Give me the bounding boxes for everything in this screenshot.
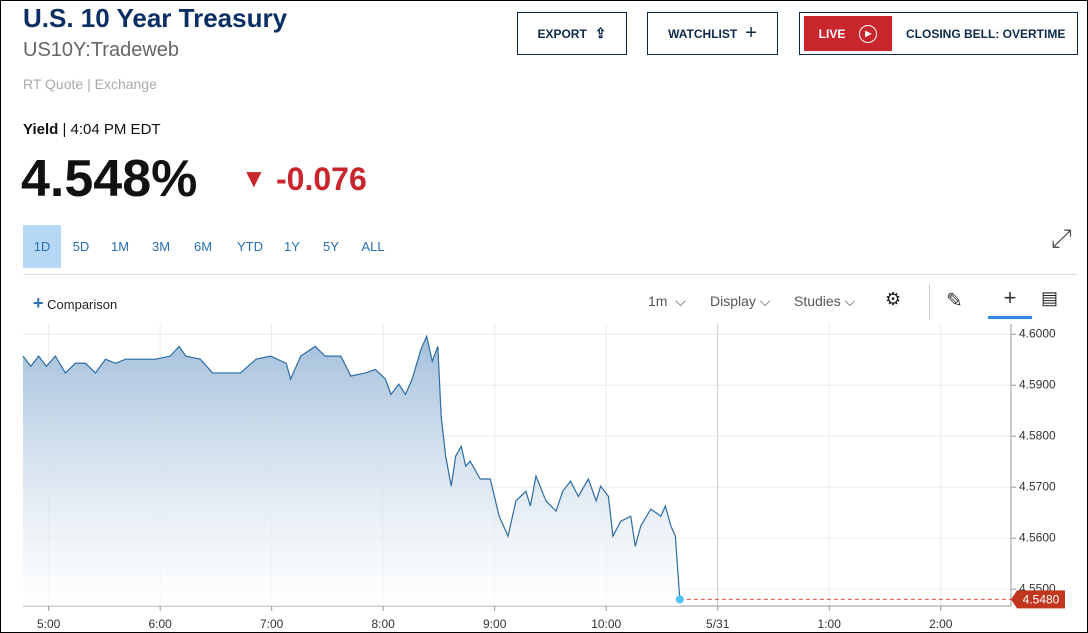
price-tag bbox=[1011, 590, 1065, 609]
watchlist-button[interactable]: WATCHLIST + bbox=[647, 12, 778, 55]
settings-button[interactable]: ⚙ bbox=[885, 289, 902, 309]
period-tab[interactable]: 1Y bbox=[284, 239, 300, 254]
period-tab[interactable]: 1M bbox=[110, 239, 130, 254]
period-tab[interactable]: YTD bbox=[237, 239, 263, 254]
period-tab[interactable]: 5D bbox=[72, 239, 90, 254]
toolbar-separator bbox=[929, 284, 930, 320]
display-button[interactable]: Display ⌵ bbox=[710, 293, 771, 309]
draw-button[interactable]: ✎ bbox=[946, 290, 963, 312]
last-point bbox=[675, 595, 684, 604]
comment-button[interactable]: ▤ bbox=[1041, 288, 1059, 308]
studies-label: Studies bbox=[794, 293, 841, 309]
x-tick-label: 5:00 bbox=[37, 617, 61, 631]
period-tab[interactable]: 3M bbox=[151, 239, 171, 254]
crosshair-button[interactable]: + bbox=[988, 285, 1032, 319]
x-tick-label: 7:00 bbox=[260, 617, 284, 631]
live-button[interactable]: LIVE ▶ CLOSING BELL: OVERTIME bbox=[799, 12, 1078, 55]
display-label: Display bbox=[710, 293, 756, 309]
source: RT Quote | Exchange bbox=[23, 76, 157, 92]
x-tick-label: 8:00 bbox=[372, 617, 396, 631]
x-tick-label: 1:00 bbox=[818, 617, 842, 631]
change-arrow: ▼ bbox=[241, 163, 267, 193]
period-tab[interactable]: 1D bbox=[23, 225, 61, 268]
time-label: 4:04 PM EDT bbox=[70, 121, 161, 138]
interval-button[interactable]: 1m ⌵ bbox=[648, 293, 686, 309]
last-price: 4.548% bbox=[21, 150, 198, 208]
studies-button[interactable]: Studies ⌵ bbox=[794, 293, 856, 309]
divider bbox=[23, 274, 1077, 275]
title: U.S. 10 Year Treasury bbox=[23, 3, 288, 33]
price-tag-label: 4.5480 bbox=[1023, 593, 1060, 607]
y-tick-label: 4.5900 bbox=[1019, 377, 1056, 391]
interval-label: 1m bbox=[648, 293, 668, 309]
watchlist-label: WATCHLIST bbox=[668, 26, 738, 41]
area bbox=[23, 336, 680, 606]
x-tick-label: 6:00 bbox=[148, 617, 172, 631]
export-button[interactable]: EXPORT ⇪ bbox=[517, 12, 627, 55]
x-tick-label: 9:00 bbox=[483, 617, 507, 631]
export-label: EXPORT bbox=[537, 26, 587, 41]
y-tick-label: 4.5600 bbox=[1019, 530, 1056, 544]
x-tick-label: 5/31 bbox=[706, 617, 730, 631]
x-tick-label: 10:00 bbox=[591, 617, 621, 631]
comparison-button[interactable]: + Comparison bbox=[33, 293, 118, 313]
expand-icon[interactable]: ⤢ bbox=[1051, 223, 1072, 253]
period-tab[interactable]: 6M bbox=[193, 239, 213, 254]
yield-label: Yield bbox=[23, 121, 59, 138]
closing-bell-label: CLOSING BELL: OVERTIME bbox=[906, 26, 1066, 41]
live-label: LIVE bbox=[818, 26, 846, 41]
y-tick-label: 4.5800 bbox=[1019, 428, 1056, 442]
change: -0.076 bbox=[276, 161, 367, 197]
period-tab[interactable]: 5Y bbox=[323, 239, 339, 254]
period-tab[interactable]: ALL bbox=[361, 239, 385, 254]
quote-time: Yield | 4:04 PM EDT bbox=[23, 121, 161, 138]
symbol: US10Y:Tradeweb bbox=[23, 39, 180, 61]
y-tick-label: 4.6000 bbox=[1019, 326, 1056, 340]
y-tick-label: 4.5700 bbox=[1019, 479, 1056, 493]
comparison-label: Comparison bbox=[47, 297, 118, 312]
x-tick-label: 2:00 bbox=[929, 617, 953, 631]
line bbox=[22, 334, 681, 600]
